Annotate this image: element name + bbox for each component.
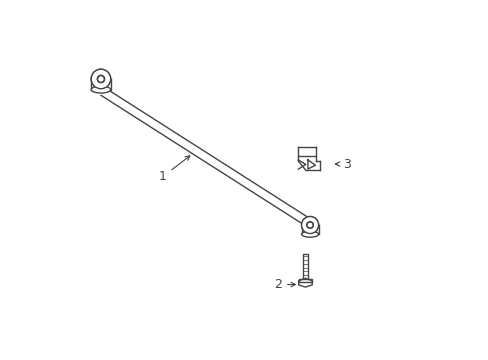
Text: 2: 2 [274, 278, 295, 291]
Bar [302, 254, 307, 281]
Ellipse shape [301, 231, 318, 237]
Text: 3: 3 [335, 158, 350, 171]
Ellipse shape [91, 86, 110, 93]
Bar [299, 279, 311, 282]
Ellipse shape [91, 69, 110, 89]
Ellipse shape [91, 69, 110, 89]
Polygon shape [298, 279, 311, 287]
Text: 1: 1 [159, 156, 189, 183]
Ellipse shape [301, 216, 318, 234]
Ellipse shape [301, 216, 318, 234]
